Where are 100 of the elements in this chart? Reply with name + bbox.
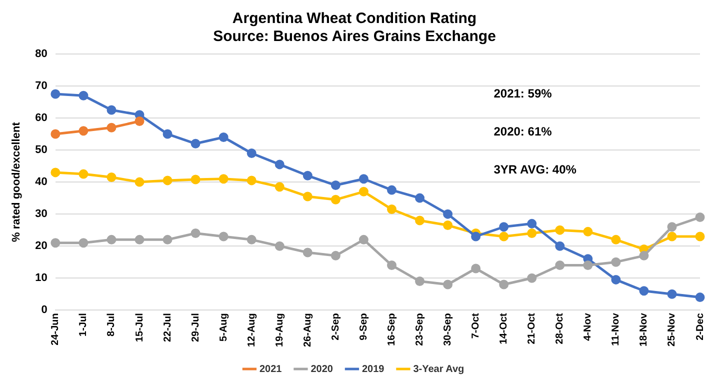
- point: [667, 222, 677, 232]
- x-tick-label: 1-Jul: [78, 312, 90, 336]
- y-axis-title: % rated good/excellent: [10, 122, 23, 242]
- point: [358, 174, 368, 184]
- legend-label: 2020: [310, 364, 334, 375]
- x-tick-label: 12-Aug: [246, 313, 258, 348]
- point: [555, 241, 565, 251]
- point: [695, 212, 705, 222]
- point: [499, 280, 509, 290]
- point: [583, 226, 593, 236]
- annotation: 2020: 61%: [494, 124, 552, 138]
- point: [695, 232, 705, 242]
- x-tick-label: 25-Nov: [666, 312, 678, 346]
- point: [274, 160, 284, 170]
- point: [330, 194, 340, 204]
- point: [443, 220, 453, 230]
- legend-label: 2021: [259, 364, 282, 375]
- point: [499, 232, 509, 242]
- point: [134, 116, 144, 126]
- x-tick-label: 7-Oct: [470, 312, 482, 339]
- x-tick-label: 2-Sep: [330, 313, 342, 340]
- point: [695, 292, 705, 302]
- point: [415, 276, 425, 286]
- y-tick-label: 40: [35, 176, 48, 188]
- x-tick-label: 18-Nov: [638, 312, 650, 346]
- point: [358, 186, 368, 196]
- point: [611, 274, 621, 284]
- point: [246, 148, 256, 158]
- point: [190, 174, 200, 184]
- point: [274, 241, 284, 251]
- annotation: 3YR AVG: 40%: [494, 162, 577, 176]
- point: [527, 218, 537, 228]
- y-tick-label: 70: [35, 80, 48, 92]
- point: [50, 168, 60, 178]
- point: [527, 273, 537, 283]
- point: [246, 176, 256, 186]
- point: [471, 264, 481, 274]
- point: [218, 174, 228, 184]
- x-tick-label: 16-Sep: [386, 313, 398, 346]
- y-tick-label: 10: [35, 272, 48, 284]
- point: [611, 234, 621, 244]
- point: [471, 232, 481, 242]
- point: [78, 90, 88, 100]
- point: [555, 225, 565, 235]
- y-tick-label: 80: [35, 48, 48, 60]
- point: [274, 182, 284, 192]
- point: [443, 209, 453, 219]
- x-tick-label: 23-Sep: [414, 313, 426, 346]
- x-tick-label: 4-Nov: [582, 312, 594, 341]
- y-tick-label: 20: [35, 240, 48, 252]
- x-tick-label: 8-Jul: [106, 312, 118, 336]
- point: [555, 260, 565, 270]
- point: [330, 180, 340, 190]
- x-tick-label: 26-Aug: [302, 313, 314, 348]
- point: [106, 105, 116, 115]
- point: [190, 228, 200, 238]
- legend-label: 2019: [362, 364, 385, 375]
- y-tick-label: 0: [41, 304, 48, 316]
- point: [386, 204, 396, 214]
- point: [134, 234, 144, 244]
- x-tick-label: 21-Oct: [526, 312, 538, 344]
- point: [386, 260, 396, 270]
- point: [134, 177, 144, 187]
- point: [106, 122, 116, 132]
- point: [358, 234, 368, 244]
- point: [302, 248, 312, 258]
- point: [527, 228, 537, 238]
- point: [106, 234, 116, 244]
- point: [162, 234, 172, 244]
- point: [499, 222, 509, 232]
- point: [162, 176, 172, 186]
- point: [302, 170, 312, 180]
- point: [330, 250, 340, 260]
- point: [639, 286, 649, 296]
- point: [50, 238, 60, 248]
- x-tick-label: 29-Jul: [190, 312, 202, 342]
- point: [218, 232, 228, 242]
- point: [667, 232, 677, 242]
- point: [415, 193, 425, 203]
- point: [302, 192, 312, 202]
- x-tick-label: 15-Jul: [134, 312, 146, 342]
- x-tick-label: 14-Oct: [498, 312, 510, 344]
- x-tick-label: 30-Sep: [442, 313, 454, 346]
- point: [106, 172, 116, 182]
- chart-subtitle: Source: Buenos Aires Grains Exchange: [213, 28, 496, 46]
- x-tick-label: 2-Dec: [694, 312, 706, 340]
- x-tick-label: 11-Nov: [610, 312, 622, 346]
- y-tick-label: 50: [35, 144, 48, 156]
- point: [246, 234, 256, 244]
- x-tick-label: 9-Sep: [358, 313, 370, 340]
- point: [78, 169, 88, 179]
- y-tick-label: 60: [35, 112, 48, 124]
- y-tick-label: 30: [35, 208, 48, 220]
- x-tick-label: 28-Oct: [554, 312, 566, 344]
- x-tick-label: 24-Jun: [50, 313, 62, 346]
- point: [639, 250, 649, 260]
- point: [50, 89, 60, 99]
- x-tick-label: 22-Jul: [162, 312, 174, 342]
- annotation: 2021: 59%: [494, 86, 552, 100]
- point: [190, 138, 200, 148]
